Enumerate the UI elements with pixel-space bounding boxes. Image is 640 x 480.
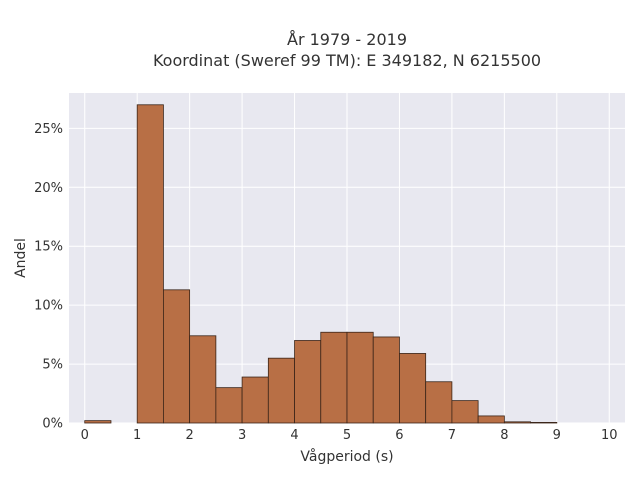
x-tick-label: 0 [81,428,89,443]
x-tick-label: 8 [500,428,508,443]
y-tick-label: 5% [42,358,63,373]
histogram-bar [530,422,558,424]
y-tick-label: 0% [42,417,63,432]
x-axis-label: Vågperiod (s) [300,448,393,465]
histogram-bar [189,335,217,424]
chart-title-line1: År 1979 - 2019 [287,30,407,49]
x-tick-label: 4 [290,428,298,443]
histogram-bar [320,331,348,424]
histogram-bar [163,289,191,424]
x-tick-label: 2 [186,428,194,443]
y-tick-label: 10% [34,299,63,314]
histogram-bar [136,104,164,424]
histogram-bar [241,376,269,424]
histogram-bar [346,331,374,424]
x-tick-label: 6 [395,428,403,443]
x-tick-label: 1 [133,428,141,443]
y-tick-label: 15% [34,240,63,255]
histogram-bar [372,336,400,424]
x-tick-label: 3 [238,428,246,443]
histogram-bar [215,387,243,424]
y-axis-label: Andel [13,238,29,278]
x-tick-label: 7 [448,428,456,443]
y-tick-label: 25% [34,122,63,137]
x-tick-label: 5 [343,428,351,443]
histogram-bar [451,400,479,424]
y-tick-label: 20% [34,181,63,196]
chart-title-line2: Koordinat (Sweref 99 TM): E 349182, N 62… [153,51,541,70]
x-tick-labels: 0 1 2 3 4 5 6 7 8 9 10 [81,428,618,443]
x-tick-label: 10 [601,428,618,443]
histogram-bar [503,421,531,424]
histogram-bar [84,420,112,424]
histogram-bar [267,357,295,424]
histogram-bar [294,340,322,424]
x-tick-label: 9 [553,428,561,443]
histogram-bar [399,353,427,424]
bars [84,104,558,424]
y-tick-labels: 0% 5% 10% 15% 20% 25% [34,122,63,432]
histogram-bar [477,415,505,424]
histogram-bar [425,381,453,424]
